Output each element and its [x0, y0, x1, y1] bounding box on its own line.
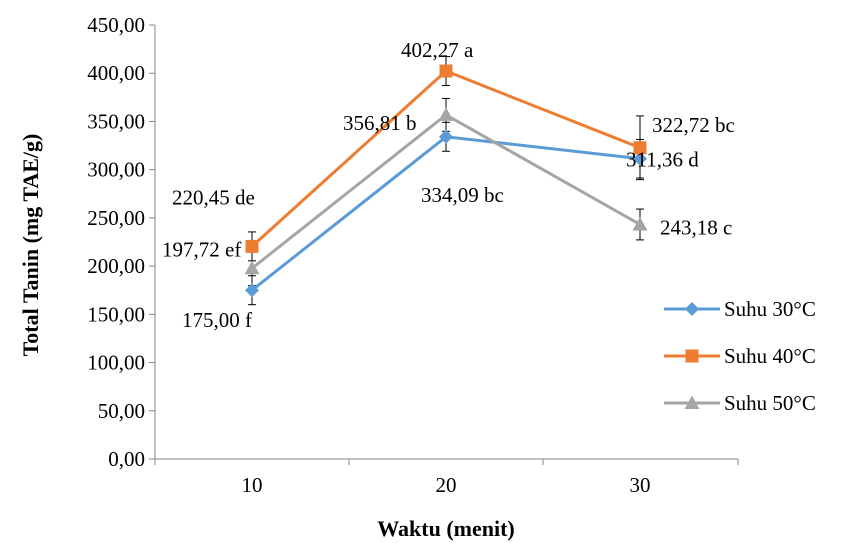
data-label: 311,36 d	[626, 148, 699, 172]
y-tick-label: 200,00	[87, 254, 145, 278]
y-tick-label: 450,00	[87, 13, 145, 37]
marker-triangle	[684, 395, 700, 409]
legend-label: Suhu 30°C	[724, 297, 816, 321]
x-axis-label: Waktu (menit)	[377, 516, 515, 541]
marker-square	[439, 64, 453, 78]
marker-diamond	[439, 129, 453, 144]
data-label: 175,00 f	[182, 308, 252, 332]
data-label: 220,45 de	[172, 185, 255, 209]
data-label: 243,18 c	[660, 215, 732, 239]
legend-label: Suhu 40°C	[724, 344, 816, 368]
error-bars	[248, 56, 644, 306]
y-tick-label: 350,00	[87, 109, 145, 133]
series-line	[250, 69, 641, 248]
marker-square	[633, 141, 647, 155]
y-tick-label: 400,00	[87, 61, 145, 85]
y-tick-label: 100,00	[87, 351, 145, 375]
marker-triangle	[438, 107, 454, 121]
data-labels: 175,00 f 334,09 bc 311,36 d 220,45 de 402,27…	[162, 38, 735, 332]
chart-axes: 0,00 50,00 100,00 150,00 200,00 250,00 300,00 3…	[87, 13, 739, 497]
marker-triangle	[244, 260, 260, 275]
marker-triangle	[632, 216, 648, 231]
data-label: 402,27 a	[401, 38, 474, 62]
series-line	[251, 135, 641, 292]
data-label: 322,72 bc	[652, 113, 735, 137]
y-tick-label: 50,00	[98, 399, 145, 423]
marker-diamond	[685, 302, 699, 316]
data-label: 334,09 bc	[421, 183, 504, 207]
marker-square	[245, 239, 259, 253]
y-axis-label: Total Tanin (mg TAE/g)	[18, 134, 43, 357]
x-tick-label: 30	[630, 473, 651, 497]
data-label: 356,81 b	[343, 111, 417, 135]
marker-diamond	[633, 151, 647, 166]
data-label: 197,72 ef	[162, 237, 241, 261]
series-markers	[244, 64, 648, 298]
x-tick-label: 20	[436, 473, 457, 497]
y-tick-label: 300,00	[87, 158, 145, 182]
marker-diamond	[245, 283, 259, 298]
y-tick-label: 0,00	[108, 447, 145, 471]
x-tick-label: 10	[242, 473, 263, 497]
legend-label: Suhu 50°C	[724, 391, 816, 415]
chart-legend: Suhu 30°C Suhu 40°C Suhu 50°C	[664, 297, 816, 415]
marker-square	[685, 349, 699, 363]
y-tick-label: 150,00	[87, 302, 145, 326]
y-tick-label: 250,00	[87, 206, 145, 230]
